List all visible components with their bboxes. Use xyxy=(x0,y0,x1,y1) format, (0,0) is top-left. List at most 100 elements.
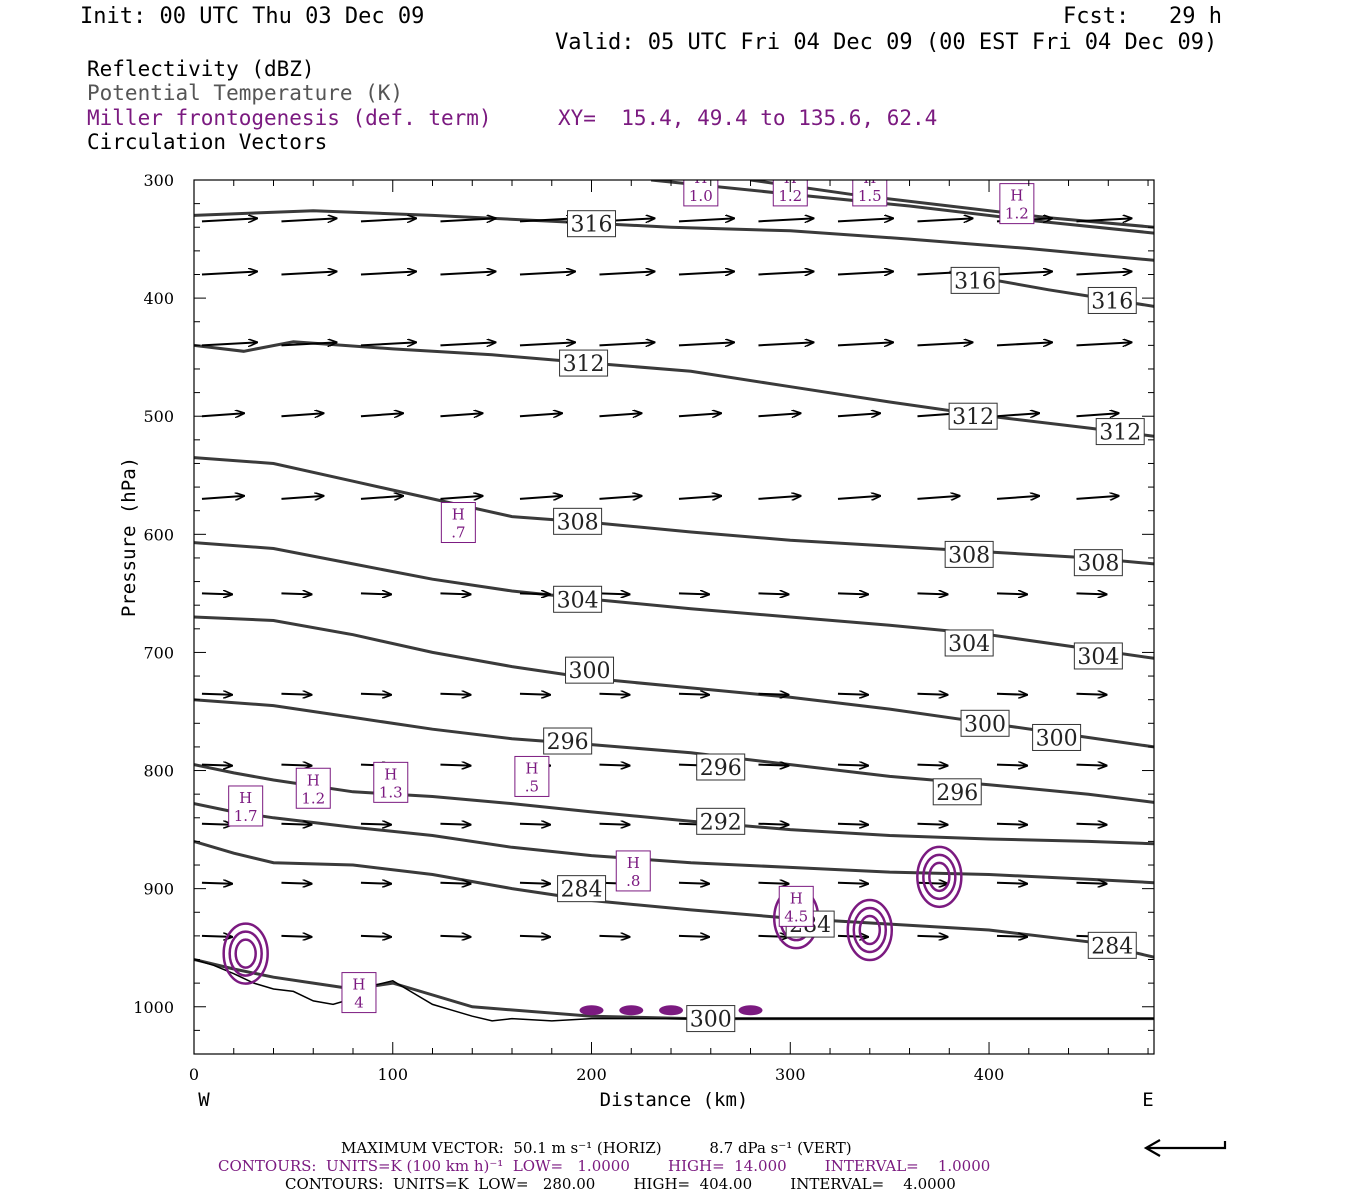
circulation-vector xyxy=(917,765,947,766)
fronto-high-letter: H xyxy=(627,854,640,872)
frontogenesis-contour xyxy=(228,930,263,977)
circulation-vector xyxy=(599,765,629,766)
theta-label: 284 xyxy=(1091,934,1133,959)
fronto-high-box xyxy=(228,785,264,827)
circulation-vector xyxy=(837,218,893,221)
footer-contours-theta: CONTOURS: UNITS=K LOW= 280.00 HIGH= 404.… xyxy=(285,1175,956,1193)
circulation-vector xyxy=(758,342,813,345)
theta-contour-304 xyxy=(194,541,1154,660)
circulation-vector xyxy=(360,936,391,937)
fronto-high-value: 1.2 xyxy=(1005,205,1029,223)
circulation-vector xyxy=(758,496,800,499)
legend-xy: XY= 15.4, 49.4 to 135.6, 62.4 xyxy=(558,106,938,130)
y-tick-label: 900 xyxy=(143,880,174,899)
circulation-vector xyxy=(758,824,788,825)
x-tick-label: 200 xyxy=(576,1065,607,1084)
circulation-vector xyxy=(917,218,972,221)
fronto-high-letter: H xyxy=(525,759,538,777)
circulation-vector xyxy=(440,496,482,499)
theta-label: 304 xyxy=(557,588,599,613)
circulation-vector xyxy=(360,694,391,695)
circulation-vector xyxy=(1076,593,1106,594)
fronto-high-value: 1.3 xyxy=(379,783,403,801)
circulation-vector xyxy=(519,496,562,499)
y-tick-label: 700 xyxy=(143,643,174,662)
y-tick-label: 600 xyxy=(143,525,174,544)
y-axis-label: Pressure (hPa) xyxy=(118,457,140,617)
frontogenesis-contour xyxy=(846,898,894,962)
circulation-vector xyxy=(996,936,1027,937)
terrain-line xyxy=(194,958,1154,1022)
fronto-high-value: 1.7 xyxy=(234,807,258,825)
fronto-high-value: 1.0 xyxy=(689,187,713,205)
x-axis-label: Distance (km) xyxy=(600,1089,749,1111)
theta-label-box xyxy=(1073,642,1123,670)
x-tick-label: 400 xyxy=(974,1065,1005,1084)
theta-label-box xyxy=(565,656,615,684)
theta-label: 300 xyxy=(569,659,611,684)
fronto-high-box xyxy=(341,972,377,1014)
circulation-vector xyxy=(599,413,641,416)
circulation-vector xyxy=(281,936,311,937)
fronto-high-letter: H xyxy=(307,771,320,789)
frontogenesis-contour xyxy=(234,938,257,969)
reflectivity-blob xyxy=(659,1005,684,1016)
circulation-vector xyxy=(917,593,947,594)
circulation-vector xyxy=(678,218,734,221)
frontogenesis-contour xyxy=(858,914,882,946)
circulation-vector xyxy=(837,936,868,937)
circulation-vector xyxy=(678,883,709,884)
theta-label: 312 xyxy=(952,405,994,430)
fronto-high-value: .8 xyxy=(626,872,640,890)
circulation-vector xyxy=(281,824,311,825)
circulation-vector xyxy=(201,883,232,884)
theta-label-box xyxy=(932,778,982,806)
fronto-high-box xyxy=(440,502,476,544)
circulation-vector xyxy=(917,824,947,825)
circulation-vector xyxy=(837,342,893,345)
circulation-vector xyxy=(201,765,232,766)
fronto-high-box xyxy=(615,850,651,892)
theta-contour-308 xyxy=(194,456,1154,566)
circulation-vector xyxy=(519,413,562,416)
theta-label: 308 xyxy=(948,543,990,568)
fronto-high-box xyxy=(514,755,550,797)
circulation-vector xyxy=(360,342,416,345)
frontogenesis-contour xyxy=(222,922,269,985)
y-tick-label: 1000 xyxy=(133,998,174,1017)
circulation-vector xyxy=(758,413,800,416)
legend-frontogenesis: Miller frontogenesis (def. term) xyxy=(87,106,492,130)
fronto-high-letter: H xyxy=(1010,187,1023,205)
x-tick-label: 100 xyxy=(377,1065,408,1084)
circulation-vector xyxy=(837,413,880,416)
circulation-vector xyxy=(281,342,336,345)
theta-label-box xyxy=(696,807,746,835)
circulation-vector xyxy=(1076,765,1106,766)
circulation-vector xyxy=(678,413,721,416)
circulation-vector xyxy=(440,883,470,884)
circulation-vector xyxy=(201,593,232,594)
circulation-vector xyxy=(837,593,868,594)
circulation-vector xyxy=(599,496,641,499)
circulation-vector xyxy=(201,342,257,345)
reference-vector-head xyxy=(1143,1139,1161,1157)
circulation-vector xyxy=(1076,218,1131,221)
circulation-vector xyxy=(519,936,550,937)
circulation-vector xyxy=(599,824,629,825)
theta-contour-296 xyxy=(194,698,1154,804)
circulation-vector xyxy=(996,765,1027,766)
y-tick-label: 300 xyxy=(143,171,174,190)
x-tick-label: 300 xyxy=(775,1065,806,1084)
circulation-vector xyxy=(678,342,734,345)
theta-label-box xyxy=(557,875,607,903)
circulation-vector xyxy=(758,593,788,594)
fronto-high-letter: H xyxy=(694,169,707,187)
y-tick-label: 800 xyxy=(143,762,174,781)
theta-label: 296 xyxy=(547,730,589,755)
circulation-vector xyxy=(837,765,868,766)
theta-label: 304 xyxy=(948,632,990,657)
circulation-vector xyxy=(440,936,470,937)
circulation-vector xyxy=(281,496,323,499)
circulation-vector xyxy=(1076,883,1106,884)
circulation-vector xyxy=(1076,694,1106,695)
